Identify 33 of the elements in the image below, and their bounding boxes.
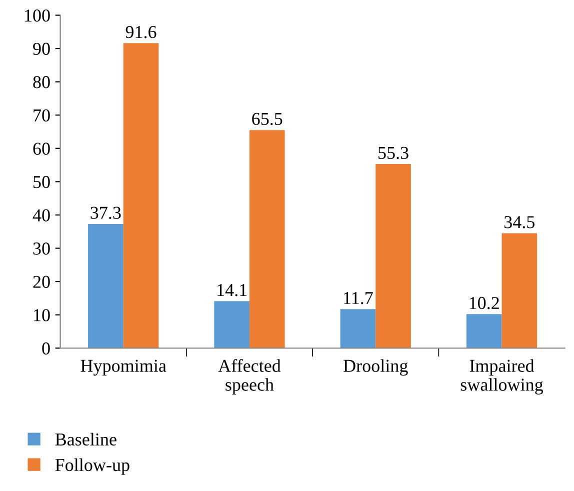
y-tick-label: 10 <box>34 309 50 322</box>
x-tick-label: Hypomimia <box>80 360 166 376</box>
bar <box>376 164 411 348</box>
data-label: 14.1 <box>218 284 247 296</box>
y-tick-label: 30 <box>33 242 50 255</box>
y-tick-label: 20 <box>33 276 50 288</box>
data-label: 91.6 <box>126 26 156 38</box>
y-tick-label: 60 <box>33 142 50 155</box>
y-tick-label: 90 <box>33 42 50 55</box>
bar <box>249 130 285 348</box>
data-label: 37.3 <box>90 206 121 219</box>
y-tick-label: 0 <box>42 342 50 355</box>
legend-label: Baseline <box>55 432 116 446</box>
y-tick-label: 40 <box>32 209 50 222</box>
data-label: 11.7 <box>344 292 373 304</box>
bar <box>502 233 538 348</box>
x-tick-label: Drooling <box>344 359 408 376</box>
x-tick-label: Affected speech <box>218 359 281 394</box>
y-tick-label: 80 <box>33 76 50 88</box>
y-tick-label: 100 <box>25 9 50 22</box>
bar <box>466 314 502 348</box>
data-label: 34.5 <box>504 216 534 228</box>
bar <box>88 224 124 348</box>
bar <box>123 43 159 348</box>
data-label: 65.5 <box>252 112 282 126</box>
bar <box>340 309 376 348</box>
y-tick-label: 50 <box>34 176 50 188</box>
x-tick-label: Impaired swallowing <box>460 359 544 395</box>
bar <box>214 301 250 348</box>
y-tick-label: 70 <box>34 109 50 122</box>
data-label: 55.3 <box>378 146 408 160</box>
data-label: 10.2 <box>470 296 499 310</box>
legend-label: Follow-up <box>55 458 130 475</box>
